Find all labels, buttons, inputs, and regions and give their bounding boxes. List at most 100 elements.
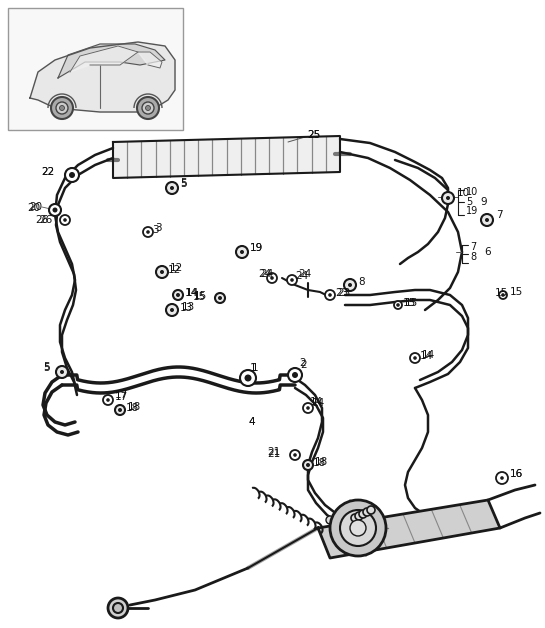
Circle shape	[69, 172, 75, 178]
Text: 20: 20	[27, 203, 40, 213]
Circle shape	[326, 516, 334, 524]
Text: 5: 5	[180, 178, 186, 188]
Circle shape	[394, 301, 402, 309]
Circle shape	[481, 214, 493, 226]
Circle shape	[113, 603, 123, 613]
Polygon shape	[70, 46, 138, 72]
Circle shape	[485, 218, 489, 222]
Text: 10: 10	[466, 187, 479, 197]
Circle shape	[106, 398, 110, 402]
Text: 17: 17	[115, 392, 128, 402]
Text: 3: 3	[152, 225, 159, 235]
Text: 24: 24	[295, 271, 308, 281]
Circle shape	[496, 472, 508, 484]
Circle shape	[173, 290, 183, 300]
Text: 1: 1	[252, 363, 259, 373]
Text: 18: 18	[128, 402, 141, 412]
Text: 2: 2	[299, 358, 306, 368]
Circle shape	[267, 273, 277, 283]
Text: 16: 16	[510, 469, 523, 479]
Circle shape	[340, 510, 376, 546]
Bar	[8, 8, 183, 130]
Circle shape	[290, 450, 300, 460]
Circle shape	[290, 278, 294, 282]
Circle shape	[499, 291, 507, 299]
Text: 22: 22	[42, 167, 55, 177]
Polygon shape	[113, 136, 340, 178]
Circle shape	[367, 506, 375, 514]
Polygon shape	[138, 52, 162, 68]
Circle shape	[60, 215, 70, 225]
Text: 25: 25	[307, 130, 320, 140]
Text: 1: 1	[250, 363, 257, 373]
Text: 9: 9	[480, 197, 487, 207]
Circle shape	[446, 196, 450, 200]
Text: 13: 13	[182, 302, 195, 312]
Circle shape	[359, 510, 367, 518]
Circle shape	[292, 372, 298, 378]
Text: 14: 14	[422, 350, 435, 360]
Text: 15: 15	[510, 287, 523, 297]
Circle shape	[156, 266, 168, 278]
Circle shape	[288, 368, 302, 382]
Text: 20: 20	[29, 202, 42, 212]
Text: 15: 15	[495, 288, 508, 298]
Circle shape	[396, 303, 400, 307]
Circle shape	[137, 97, 159, 119]
Text: 19: 19	[466, 206, 479, 216]
Text: 24: 24	[260, 269, 273, 279]
Circle shape	[170, 308, 174, 312]
Text: 5: 5	[466, 197, 473, 207]
Text: 13: 13	[180, 303, 193, 313]
Text: 2: 2	[300, 360, 307, 370]
Circle shape	[236, 246, 248, 258]
Circle shape	[306, 463, 310, 467]
Text: 21: 21	[267, 447, 280, 457]
Circle shape	[59, 106, 64, 111]
Circle shape	[49, 204, 61, 216]
Text: 4: 4	[248, 417, 255, 427]
Text: 23: 23	[335, 288, 348, 298]
Text: 5: 5	[180, 179, 186, 189]
Circle shape	[240, 370, 256, 386]
Text: 14: 14	[312, 398, 325, 408]
Circle shape	[115, 405, 125, 415]
Text: 5: 5	[44, 363, 50, 373]
Text: 18: 18	[313, 458, 326, 468]
Circle shape	[325, 290, 335, 300]
Circle shape	[413, 356, 417, 360]
Circle shape	[143, 227, 153, 237]
Polygon shape	[318, 500, 500, 558]
Text: 15: 15	[194, 291, 207, 301]
Circle shape	[160, 270, 164, 274]
Circle shape	[142, 102, 154, 114]
Text: 5: 5	[44, 362, 50, 372]
Text: 14: 14	[310, 397, 323, 407]
Text: 24: 24	[258, 269, 271, 279]
Text: 16: 16	[510, 469, 523, 479]
Circle shape	[350, 520, 366, 536]
Circle shape	[348, 283, 352, 287]
Circle shape	[170, 186, 174, 190]
Circle shape	[166, 182, 178, 194]
Circle shape	[176, 293, 180, 297]
Circle shape	[500, 476, 504, 480]
Text: 17: 17	[115, 390, 128, 400]
Text: 15: 15	[193, 292, 206, 302]
Text: 21: 21	[267, 449, 280, 459]
Circle shape	[356, 522, 364, 530]
Polygon shape	[58, 44, 165, 78]
Circle shape	[355, 512, 363, 520]
Polygon shape	[30, 42, 175, 112]
Circle shape	[287, 275, 297, 285]
Text: 4: 4	[248, 417, 255, 427]
Circle shape	[410, 353, 420, 363]
Circle shape	[56, 366, 68, 378]
Circle shape	[108, 598, 128, 618]
Circle shape	[51, 97, 73, 119]
Circle shape	[52, 207, 58, 212]
Circle shape	[146, 230, 150, 234]
Text: 6: 6	[484, 247, 490, 257]
Circle shape	[56, 102, 68, 114]
Circle shape	[501, 293, 505, 297]
